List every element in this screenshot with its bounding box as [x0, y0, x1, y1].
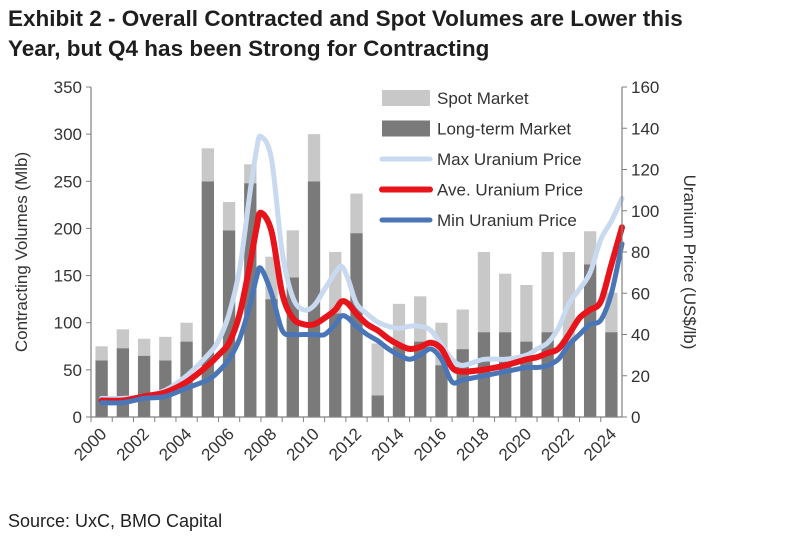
bar-spot-2012 — [350, 193, 363, 234]
bar-spot-2019 — [499, 273, 512, 333]
x-tick-label-2014: 2014 — [368, 424, 408, 464]
y2-tick-label-100: 100 — [631, 202, 659, 221]
bar-long-term-2024 — [605, 332, 618, 417]
legend-swatch-spot-market — [382, 90, 430, 106]
bar-long-term-2008 — [265, 299, 278, 417]
y2-tick-label-60: 60 — [631, 284, 650, 303]
bar-long-term-2013 — [371, 395, 384, 417]
bar-long-term-2011 — [329, 313, 342, 417]
lines-group — [98, 133, 625, 406]
y-tick-label-300: 300 — [54, 125, 82, 144]
y2-tick-label-80: 80 — [631, 243, 650, 262]
legend-label-spot-market: Spot Market — [437, 89, 529, 108]
bar-long-term-2023 — [583, 264, 597, 417]
x-tick-label-2024: 2024 — [580, 424, 620, 464]
legend: Spot Market Long-term Market Max Uranium P… — [379, 89, 583, 230]
y-axis-title: Contracting Volumes (Mlb) — [12, 152, 31, 352]
chart-title-line2: Year, but Q4 has been Strong for Contrac… — [8, 36, 490, 61]
x-tick-label-2006: 2006 — [198, 424, 238, 464]
bar-spot-2002 — [137, 338, 151, 356]
bar-spot-2005 — [201, 148, 214, 182]
x-tick-label-2012: 2012 — [325, 424, 365, 464]
bar-long-term-2010 — [307, 181, 321, 417]
y2-tick-label-120: 120 — [631, 161, 659, 180]
bar-long-term-2000 — [95, 360, 108, 417]
bar-spot-2020 — [520, 285, 533, 342]
bar-spot-2010 — [307, 134, 321, 182]
y2-tick-label-160: 160 — [631, 78, 659, 97]
bar-long-term-2002 — [137, 355, 151, 417]
bar-spot-2022 — [562, 252, 576, 342]
bar-long-term-2022 — [562, 341, 576, 417]
bar-long-term-2001 — [116, 348, 130, 417]
legend-label-long-term-market: Long-term Market — [437, 120, 571, 139]
legend-swatch-long-term-market — [382, 120, 430, 137]
bar-spot-2021 — [541, 252, 554, 333]
bar-spot-2017 — [456, 309, 469, 350]
y2-tick-label-140: 140 — [631, 119, 659, 138]
bar-long-term-2015 — [414, 341, 427, 417]
line-ave-uranium-price — [98, 209, 625, 404]
y2-tick-label-40: 40 — [631, 326, 650, 345]
chart-title-line1: Exhibit 2 - Overall Contracted and Spot … — [8, 6, 683, 31]
y-tick-label-50: 50 — [63, 361, 82, 380]
bar-long-term-2014 — [392, 346, 406, 417]
x-tick-label-2018: 2018 — [453, 424, 493, 464]
legend-label-ave-uranium-price: Ave. Uranium Price — [437, 181, 583, 200]
x-tick-label-2002: 2002 — [113, 424, 153, 464]
source-note: Source: UxC, BMO Capital — [8, 511, 223, 531]
x-tick-label-2000: 2000 — [70, 424, 110, 464]
y-tick-label-150: 150 — [54, 267, 82, 286]
y2-axis-title: Uranium Price (US$/lb) — [680, 175, 699, 350]
legend-label-max-uranium-price: Max Uranium Price — [437, 150, 582, 169]
bar-spot-2006 — [222, 202, 236, 231]
bar-spot-2004 — [180, 322, 193, 342]
bar-spot-2015 — [414, 296, 427, 342]
chart-title: Exhibit 2 - Overall Contracted and Spot … — [8, 4, 783, 64]
y-tick-label-350: 350 — [54, 78, 82, 97]
bar-spot-2009 — [286, 230, 299, 278]
legend-label-min-uranium-price: Min Uranium Price — [437, 211, 577, 230]
x-tick-label-2008: 2008 — [240, 424, 280, 464]
y-tick-label-200: 200 — [54, 219, 82, 238]
bar-spot-2003 — [159, 336, 172, 361]
x-tick-label-2022: 2022 — [538, 424, 578, 464]
line-min-uranium-price — [99, 241, 625, 406]
bar-spot-2014 — [392, 303, 406, 347]
x-tick-label-2010: 2010 — [283, 424, 323, 464]
line-max-uranium-price — [99, 133, 625, 402]
bar-spot-2000 — [95, 346, 108, 361]
y-tick-label-100: 100 — [54, 314, 82, 333]
bar-spot-2001 — [116, 329, 130, 349]
bar-long-term-2016 — [435, 365, 448, 417]
y2-tick-label-20: 20 — [631, 367, 650, 386]
bar-long-term-2019 — [499, 332, 512, 417]
x-tick-label-2016: 2016 — [410, 424, 450, 464]
x-tick-label-2004: 2004 — [155, 424, 195, 464]
y-tick-label-0: 0 — [73, 408, 82, 427]
bar-long-term-2006 — [222, 230, 236, 417]
y2-tick-label-0: 0 — [631, 408, 640, 427]
y-tick-label-250: 250 — [54, 172, 82, 191]
bar-spot-2013 — [371, 343, 384, 396]
bars-group — [95, 134, 618, 417]
bar-spot-2018 — [477, 252, 491, 333]
x-tick-label-2020: 2020 — [495, 424, 535, 464]
